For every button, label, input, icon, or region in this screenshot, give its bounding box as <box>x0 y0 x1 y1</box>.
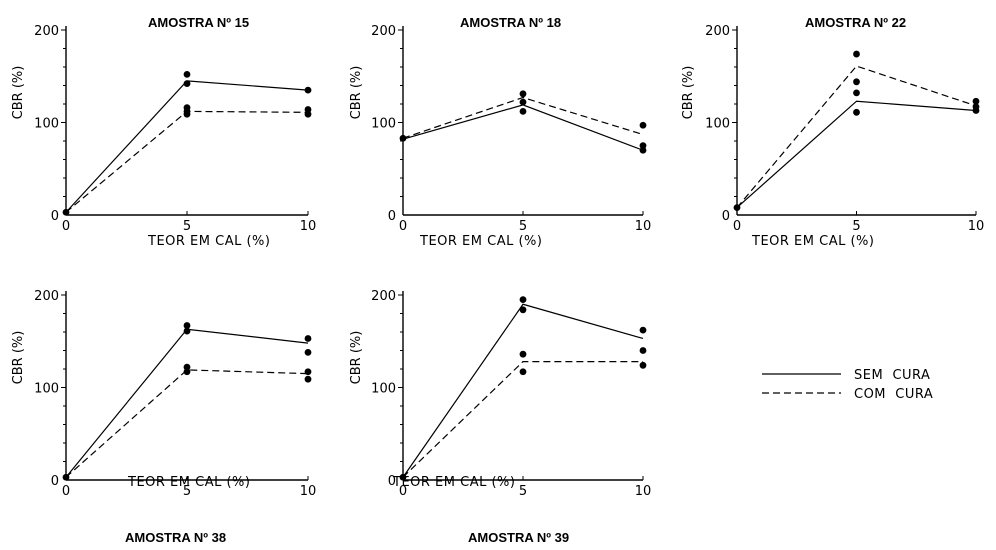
x-tick-label: 0 <box>62 219 70 234</box>
y-tick-label: 200 <box>371 289 396 304</box>
legend-label-com-cura: COM CURA <box>854 387 933 402</box>
data-point <box>183 80 191 88</box>
data-point <box>853 78 860 86</box>
y-tick-label: 0 <box>388 209 396 224</box>
series-line-sem-cura <box>402 303 644 478</box>
x-tick-label: 0 <box>733 219 741 234</box>
x-tick-label: 5 <box>519 219 527 234</box>
y-tick-label: 0 <box>51 474 59 489</box>
x-tick-label: 10 <box>968 219 985 234</box>
panel-3: AMOSTRA Nº 22 0 100 200 0 5 10 TEOR EM CAL (%) C… <box>681 15 984 249</box>
y-tick-label: 200 <box>34 289 59 304</box>
series-line-sem-cura <box>65 80 309 213</box>
y-axis-label: CBR (%) <box>349 331 364 385</box>
y-tick-label: 200 <box>34 24 59 39</box>
data-point <box>639 146 647 154</box>
y-axis-label: CBR (%) <box>681 66 696 120</box>
data-point <box>639 361 647 369</box>
data-point <box>972 107 980 114</box>
data-point <box>519 368 527 376</box>
y-tick-label: 100 <box>34 117 59 132</box>
x-axis-label: TEOR EM CAL (%) <box>419 234 542 249</box>
y-axis-label: CBR (%) <box>11 66 26 120</box>
y-tick-label: 0 <box>51 209 59 224</box>
y-tick-label: 100 <box>371 382 396 397</box>
data-point <box>519 350 527 358</box>
data-point <box>639 326 647 334</box>
series-line-sem-cura <box>65 328 309 478</box>
x-tick-label: 10 <box>635 219 652 234</box>
data-point <box>399 473 407 481</box>
data-point <box>519 90 527 98</box>
data-point <box>183 71 191 78</box>
x-tick-label: 5 <box>519 484 527 499</box>
data-point <box>62 208 70 216</box>
data-point <box>853 89 860 97</box>
data-point <box>853 108 860 116</box>
series-line-com-cura <box>65 369 309 478</box>
panel-2: AMOSTRA Nº 18 0 100 200 0 5 10 TEOR EM CAL (%) C… <box>349 15 651 249</box>
x-tick-label: 5 <box>183 484 191 499</box>
x-axis-label: TEOR EM CAL (%) <box>751 234 874 249</box>
x-axis-label: TEOR EM CAL (%) <box>147 234 270 249</box>
data-point <box>304 348 312 356</box>
data-point <box>304 368 312 376</box>
data-point <box>183 110 191 118</box>
panel-title: AMOSTRA Nº 39 <box>468 530 569 545</box>
data-point <box>183 327 191 335</box>
legend: SEM CURA COM CURA <box>762 368 933 402</box>
data-point <box>519 108 527 115</box>
data-point <box>183 368 191 376</box>
y-tick-label: 100 <box>371 117 396 132</box>
y-tick-label: 0 <box>722 209 730 224</box>
y-tick-label: 0 <box>388 474 396 489</box>
x-axis-label: TEOR EM CAL (%) <box>392 475 515 490</box>
x-tick-label: 0 <box>399 219 407 234</box>
legend-label-sem-cura: SEM CURA <box>854 368 930 383</box>
y-axis-label: CBR (%) <box>349 66 364 120</box>
data-point <box>519 98 527 106</box>
panel-title: AMOSTRA Nº 38 <box>125 530 226 545</box>
x-tick-label: 0 <box>399 484 407 499</box>
panel-title: AMOSTRA Nº 18 <box>460 15 561 30</box>
series-line-com-cura <box>65 110 309 213</box>
data-point <box>519 306 527 314</box>
data-point <box>972 97 980 105</box>
x-tick-label: 5 <box>852 219 860 234</box>
series-line-sem-cura <box>736 100 977 209</box>
panel-title: AMOSTRA Nº 15 <box>148 15 249 30</box>
series-line-com-cura <box>402 96 644 139</box>
data-point <box>62 473 70 481</box>
panel-1: AMOSTRA Nº 15 0 100 200 0 5 10 TEOR EM CAL (%) C… <box>11 15 316 249</box>
data-point <box>733 204 741 212</box>
y-tick-label: 200 <box>371 24 396 39</box>
data-point <box>519 296 527 304</box>
x-tick-label: 5 <box>183 219 191 234</box>
y-tick-label: 100 <box>705 117 730 132</box>
panel-title: AMOSTRA Nº 22 <box>805 15 906 30</box>
y-tick-label: 100 <box>34 382 59 397</box>
data-point <box>639 347 647 354</box>
x-tick-label: 10 <box>300 219 317 234</box>
x-axis-label: TEOR EM CAL (%) <box>127 475 250 490</box>
series-line-com-cura <box>402 361 643 478</box>
data-point <box>399 134 407 142</box>
data-point <box>304 335 312 342</box>
data-point <box>304 86 312 94</box>
data-point <box>639 121 647 129</box>
data-point <box>304 110 312 118</box>
x-tick-label: 10 <box>300 484 317 499</box>
data-point <box>304 375 312 383</box>
data-point <box>853 50 860 58</box>
data-point <box>183 322 191 329</box>
panel-5: AMOSTRA Nº 39 0 100 200 0 5 10 TEOR EM CAL (%) C… <box>349 289 651 545</box>
panel-4: AMOSTRA Nº 38 0 100 200 0 5 10 TEOR EM CAL (%) C… <box>11 289 316 545</box>
y-axis-label: CBR (%) <box>11 331 26 385</box>
y-tick-label: 200 <box>705 24 730 39</box>
x-tick-label: 0 <box>62 484 70 499</box>
x-tick-label: 10 <box>635 484 652 499</box>
series-line-com-cura <box>736 65 977 208</box>
